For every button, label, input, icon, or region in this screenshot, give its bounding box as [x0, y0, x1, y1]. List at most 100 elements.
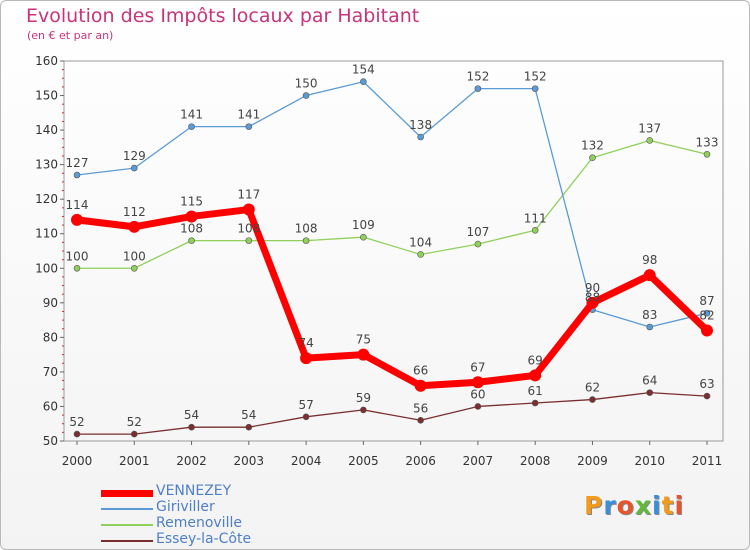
data-label-essey-la-c-te: 60	[470, 387, 485, 401]
data-point-essey-la-c-te	[360, 406, 367, 414]
x-tick-label: 2004	[291, 454, 322, 468]
data-point-vennezey	[471, 376, 484, 389]
data-label-vennezey: 67	[470, 360, 485, 374]
data-point-remenoville	[130, 264, 138, 272]
y-tick-label: 70	[43, 365, 58, 379]
legend-label-remenoville: Remenoville	[156, 515, 242, 531]
x-tick-label: 2010	[634, 454, 665, 468]
data-label-giriviller: 152	[466, 70, 489, 84]
y-tick-label: 130	[35, 158, 58, 172]
data-label-giriviller: 87	[699, 294, 714, 308]
data-label-essey-la-c-te: 54	[241, 408, 256, 422]
data-point-vennezey	[586, 296, 599, 309]
data-point-vennezey	[414, 379, 427, 392]
data-label-remenoville: 111	[524, 211, 547, 225]
data-point-giriviller	[646, 323, 654, 331]
data-label-remenoville: 100	[123, 249, 146, 263]
x-tick-label: 2006	[405, 454, 436, 468]
data-label-giriviller: 127	[66, 156, 89, 170]
data-point-vennezey	[701, 324, 713, 337]
data-label-essey-la-c-te: 62	[585, 381, 600, 395]
data-point-essey-la-c-te	[130, 430, 138, 438]
logo-letter: o	[616, 491, 635, 520]
data-point-remenoville	[531, 226, 539, 234]
x-tick-label: 2007	[463, 454, 494, 468]
y-tick-label: 90	[43, 296, 58, 310]
logo-letter: i	[674, 491, 685, 520]
x-tick-label: 2011	[692, 454, 723, 468]
data-point-remenoville	[417, 251, 424, 258]
data-label-vennezey: 90	[585, 281, 600, 295]
data-point-essey-la-c-te	[531, 399, 539, 407]
data-point-giriviller	[531, 85, 539, 92]
data-label-giriviller: 152	[524, 70, 547, 84]
data-point-essey-la-c-te	[73, 430, 81, 438]
data-point-essey-la-c-te	[646, 389, 654, 396]
chart-axes: 50 60 70 80 90 100 110 120 130 140 150 160 2000 2001 2…	[35, 54, 724, 468]
legend-swatch-giriviller	[101, 508, 153, 510]
data-label-giriviller: 141	[237, 108, 260, 122]
data-point-remenoville	[245, 237, 253, 244]
data-point-essey-la-c-te	[417, 416, 424, 424]
data-point-remenoville	[474, 240, 482, 248]
data-point-vennezey	[71, 213, 83, 226]
data-label-essey-la-c-te: 59	[356, 391, 371, 405]
x-tick-label: 2009	[577, 454, 608, 468]
data-point-giriviller	[360, 78, 367, 86]
y-tick-label: 140	[35, 123, 58, 137]
data-label-remenoville: 108	[295, 222, 318, 236]
data-label-giriviller: 138	[409, 118, 432, 132]
data-label-giriviller: 150	[295, 77, 318, 91]
data-point-remenoville	[188, 237, 195, 244]
x-tick-label: 2001	[119, 454, 150, 468]
data-point-remenoville	[703, 150, 711, 158]
data-label-essey-la-c-te: 57	[298, 398, 313, 412]
data-label-vennezey: 82	[699, 308, 714, 322]
data-point-giriviller	[188, 123, 195, 130]
logo-letter: r	[603, 491, 617, 520]
data-label-giriviller: 88	[585, 291, 600, 305]
data-label-remenoville: 133	[696, 135, 719, 149]
data-label-remenoville: 108	[237, 222, 260, 236]
data-point-vennezey	[643, 269, 656, 282]
legend-label-giriviller: Giriviller	[156, 499, 215, 515]
data-label-essey-la-c-te: 54	[184, 408, 199, 422]
data-label-giriviller: 154	[352, 63, 375, 77]
data-point-giriviller	[73, 171, 81, 179]
data-point-vennezey	[185, 210, 198, 223]
data-point-essey-la-c-te	[474, 403, 482, 410]
data-label-essey-la-c-te: 64	[642, 374, 657, 388]
data-label-remenoville: 107	[466, 225, 489, 239]
data-point-remenoville	[360, 233, 367, 241]
data-point-essey-la-c-te	[188, 423, 195, 431]
logo-letter: x	[634, 491, 652, 520]
x-tick-label: 2002	[176, 454, 207, 468]
x-tick-label: 2000	[62, 454, 93, 468]
data-label-essey-la-c-te: 63	[699, 377, 714, 391]
chart-subtitle: (en € et par an)	[27, 29, 114, 42]
data-label-remenoville: 132	[581, 139, 604, 153]
data-point-giriviller	[302, 92, 310, 99]
data-point-giriviller	[245, 123, 253, 130]
series-layer	[71, 78, 713, 438]
series-line-giriviller	[76, 81, 708, 328]
chart-title: Evolution des Impôts locaux par Habitant	[26, 5, 420, 27]
data-label-vennezey: 66	[413, 364, 428, 378]
y-tick-label: 100	[35, 261, 58, 275]
data-point-essey-la-c-te	[245, 423, 253, 431]
data-label-essey-la-c-te: 52	[127, 415, 142, 429]
y-tick-label: 150	[35, 89, 58, 103]
logo-letter: t	[661, 491, 675, 520]
logo-letter: i	[652, 491, 662, 520]
data-label-vennezey: 69	[528, 353, 543, 367]
data-label-remenoville: 104	[409, 235, 432, 249]
proxiti-logo: Proxiti	[584, 491, 684, 520]
data-point-vennezey	[357, 348, 370, 361]
y-tick-label: 80	[43, 330, 58, 344]
data-label-giriviller: 129	[123, 149, 146, 163]
data-label-essey-la-c-te: 61	[528, 384, 543, 398]
data-label-remenoville: 109	[352, 218, 375, 232]
data-label-remenoville: 108	[180, 222, 203, 236]
